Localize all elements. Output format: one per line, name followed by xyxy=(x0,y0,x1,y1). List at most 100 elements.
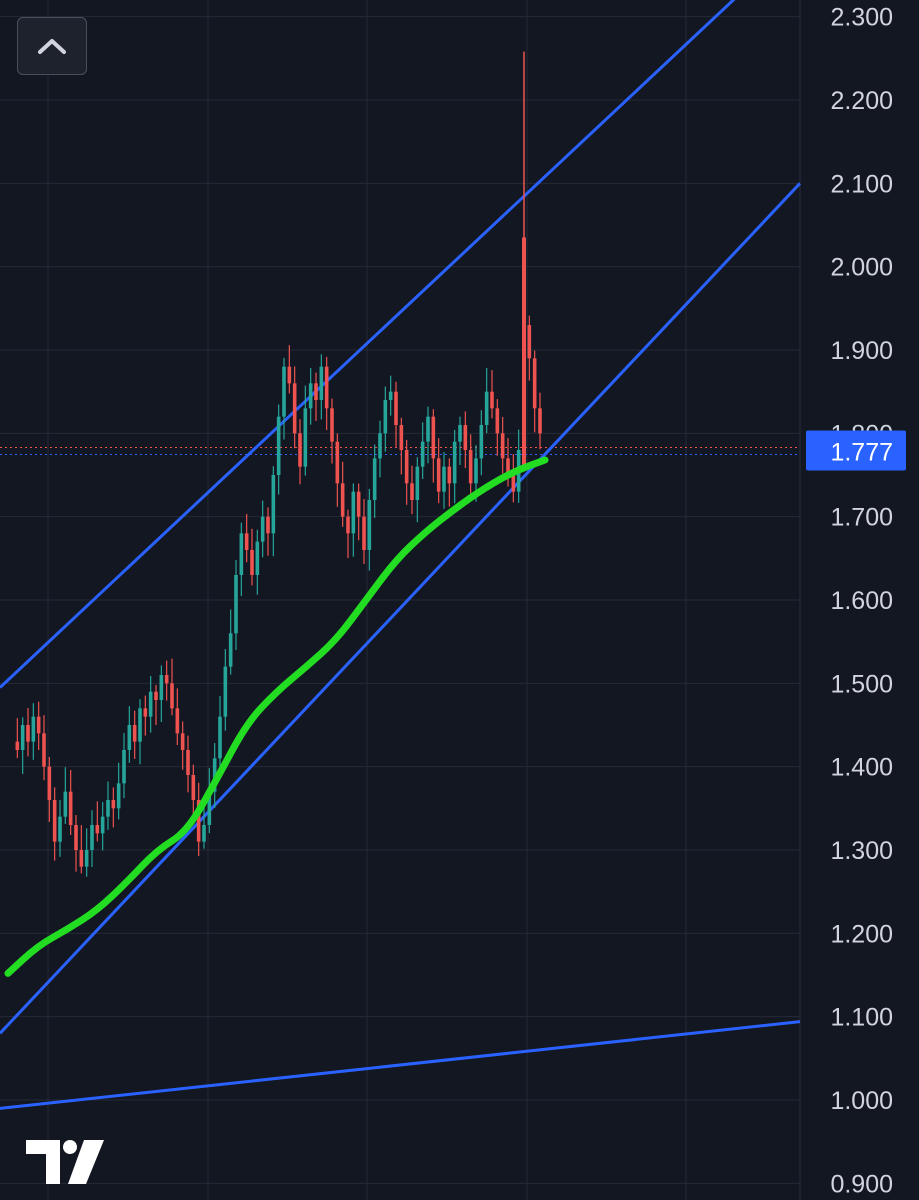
candle-body xyxy=(314,383,318,400)
candle-body xyxy=(447,466,452,484)
trendline-3 xyxy=(0,1020,801,1110)
y-tick-label: 2.100 xyxy=(830,170,893,198)
candle-body xyxy=(36,716,41,734)
candle-body xyxy=(106,800,110,817)
moving-average xyxy=(4,456,549,977)
candle-body xyxy=(346,516,350,534)
candle-body xyxy=(31,716,36,742)
candle-body xyxy=(202,825,206,842)
candle-body xyxy=(378,433,382,459)
candle-body xyxy=(127,725,132,750)
price-axis[interactable]: 2.3002.2002.1002.0001.9001.8001.7001.600… xyxy=(806,4,906,1199)
candle-body xyxy=(234,575,238,634)
collapse-button[interactable] xyxy=(17,17,87,75)
y-tick-label: 1.200 xyxy=(830,920,893,948)
candle-body xyxy=(410,483,414,500)
trendlines xyxy=(0,0,802,1110)
candle-body xyxy=(292,383,297,434)
y-tick-label: 1.900 xyxy=(830,337,893,365)
candle-body xyxy=(159,675,164,700)
candle-body xyxy=(420,441,425,467)
candle-body xyxy=(164,675,169,684)
candle-body xyxy=(356,491,361,517)
y-tick-label: 1.300 xyxy=(830,837,893,865)
candle-body xyxy=(287,366,292,384)
candle-body xyxy=(468,450,473,484)
candle-body xyxy=(506,458,510,475)
candle-body xyxy=(532,358,537,409)
candle-body xyxy=(463,425,468,450)
y-tick-label: 1.400 xyxy=(830,754,893,782)
candle-body xyxy=(42,733,46,767)
y-tick-label: 2.000 xyxy=(830,254,893,282)
candle-body xyxy=(68,791,73,825)
candle-body xyxy=(74,825,78,850)
candle-body xyxy=(399,425,404,450)
candle-body xyxy=(511,475,516,492)
candle-body xyxy=(452,441,457,484)
candle-body xyxy=(100,816,105,834)
candle-body xyxy=(308,383,313,409)
candle-body xyxy=(175,708,180,734)
candle-body xyxy=(362,516,366,550)
candle-body xyxy=(250,550,254,575)
grid xyxy=(0,0,801,1200)
candle-body xyxy=(458,425,462,442)
candle-body xyxy=(415,466,420,500)
candle-body xyxy=(228,633,233,667)
candle-body xyxy=(244,533,249,550)
candle-body xyxy=(351,491,356,534)
candle-body xyxy=(426,416,430,442)
candle-body xyxy=(170,683,174,709)
candle-body xyxy=(255,541,260,575)
tradingview-logo[interactable] xyxy=(26,1140,106,1184)
candle-body xyxy=(388,391,393,400)
candle-body xyxy=(52,800,57,842)
candle-body xyxy=(212,758,217,792)
candle-body xyxy=(58,816,62,842)
candle-body xyxy=(500,433,505,459)
candle-body xyxy=(196,800,201,842)
candle-body xyxy=(436,458,441,492)
candle-body xyxy=(266,516,270,534)
candle-body xyxy=(372,458,377,500)
candle-body xyxy=(63,791,68,817)
candle-body xyxy=(474,458,478,484)
candle-body xyxy=(191,775,196,800)
y-tick-label: 0.900 xyxy=(830,1170,893,1198)
candle-body xyxy=(239,533,244,575)
candle-body xyxy=(479,425,484,459)
chevron-up-icon xyxy=(38,39,66,54)
candle-body xyxy=(132,725,137,742)
candle-body xyxy=(154,691,158,700)
candle-body xyxy=(95,825,100,834)
candle-body xyxy=(319,366,324,400)
candle-body xyxy=(404,450,409,484)
candle-body xyxy=(260,516,265,542)
trendline-1 xyxy=(0,0,736,689)
candle-body xyxy=(383,400,388,434)
y-tick-label: 2.300 xyxy=(830,4,893,32)
candle-body xyxy=(26,725,30,742)
candle-body xyxy=(111,800,116,809)
candle-body xyxy=(138,708,142,742)
candle-body xyxy=(79,850,84,867)
y-tick-label: 1.700 xyxy=(830,504,893,532)
candle-body xyxy=(340,483,345,517)
candle-body xyxy=(20,725,25,750)
candle-body xyxy=(223,666,228,717)
candle-body xyxy=(47,766,52,800)
candle-body xyxy=(180,733,185,750)
candle-body xyxy=(442,466,446,492)
spike-body xyxy=(522,237,526,471)
candle-body xyxy=(218,716,222,759)
candle-body xyxy=(303,408,308,467)
candle-body xyxy=(335,441,340,484)
candle-body xyxy=(527,325,532,359)
y-tick-label: 1.100 xyxy=(830,1004,893,1032)
y-tick-label: 2.200 xyxy=(830,87,893,115)
moving-average-line xyxy=(4,456,549,977)
candle-body xyxy=(207,791,212,825)
